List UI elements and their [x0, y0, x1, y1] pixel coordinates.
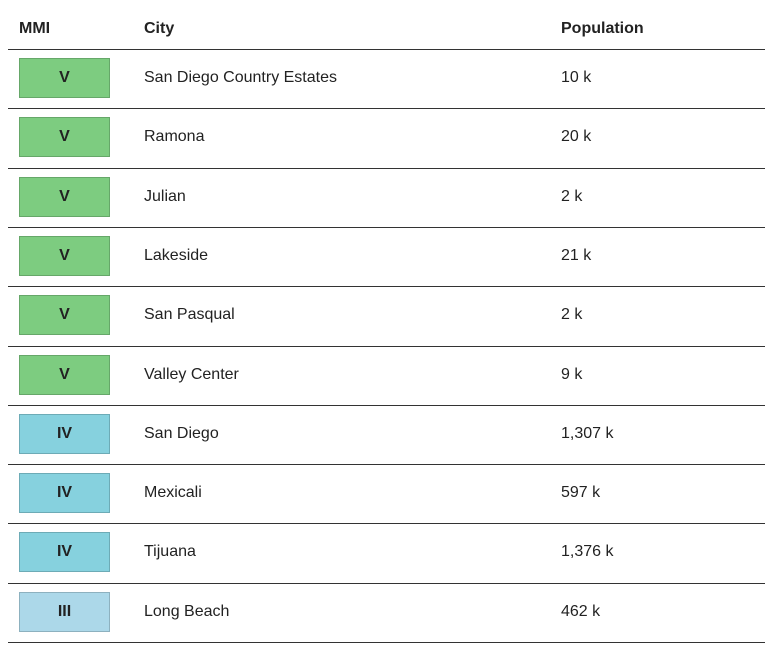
population: 2 k: [561, 306, 583, 324]
row-rule: [8, 464, 765, 465]
population: 462 k: [561, 602, 601, 620]
row-rule: [8, 168, 765, 169]
city: Lakeside: [144, 246, 209, 264]
population: 1,376 k: [561, 543, 614, 561]
population: 21 k: [561, 246, 592, 264]
mmi-badge: V: [19, 235, 110, 276]
row-rule: [8, 523, 765, 524]
population: 9 k: [561, 365, 583, 383]
city: Julian: [144, 187, 186, 205]
city: San Pasqual: [144, 306, 235, 324]
mmi-badge: V: [19, 117, 110, 158]
column-header: City: [144, 20, 175, 37]
mmi-badge: IV: [19, 473, 110, 514]
row-rule: [8, 108, 765, 109]
row-rule: [8, 286, 765, 287]
mmi-badge: V: [19, 176, 110, 217]
row-rule: [8, 583, 765, 584]
mmi-badge: V: [19, 58, 110, 98]
mmi-badge: V: [19, 354, 110, 395]
row-rule: [8, 405, 765, 406]
city: Long Beach: [144, 602, 230, 620]
header-rule: [8, 49, 765, 50]
population: 1,307 k: [561, 424, 614, 442]
mmi-badge: IV: [19, 532, 110, 573]
mmi-badge: IV: [19, 413, 110, 454]
row-rule: [8, 346, 765, 347]
population: 10 k: [561, 69, 592, 86]
city: Mexicali: [144, 484, 202, 502]
column-header: MMI: [19, 20, 51, 37]
population: 597 k: [561, 484, 601, 502]
city: Valley Center: [144, 365, 239, 383]
city: Ramona: [144, 128, 205, 146]
mmi-badge: III: [19, 591, 110, 632]
population: 2 k: [561, 187, 583, 205]
population: 20 k: [561, 128, 592, 146]
row-rule: [8, 642, 765, 643]
city: Tijuana: [144, 543, 196, 561]
column-header: Population: [561, 20, 644, 37]
city: San Diego Country Estates: [144, 69, 337, 86]
mmi-badge: V: [19, 295, 110, 336]
city: San Diego: [144, 424, 219, 442]
row-rule: [8, 227, 765, 228]
